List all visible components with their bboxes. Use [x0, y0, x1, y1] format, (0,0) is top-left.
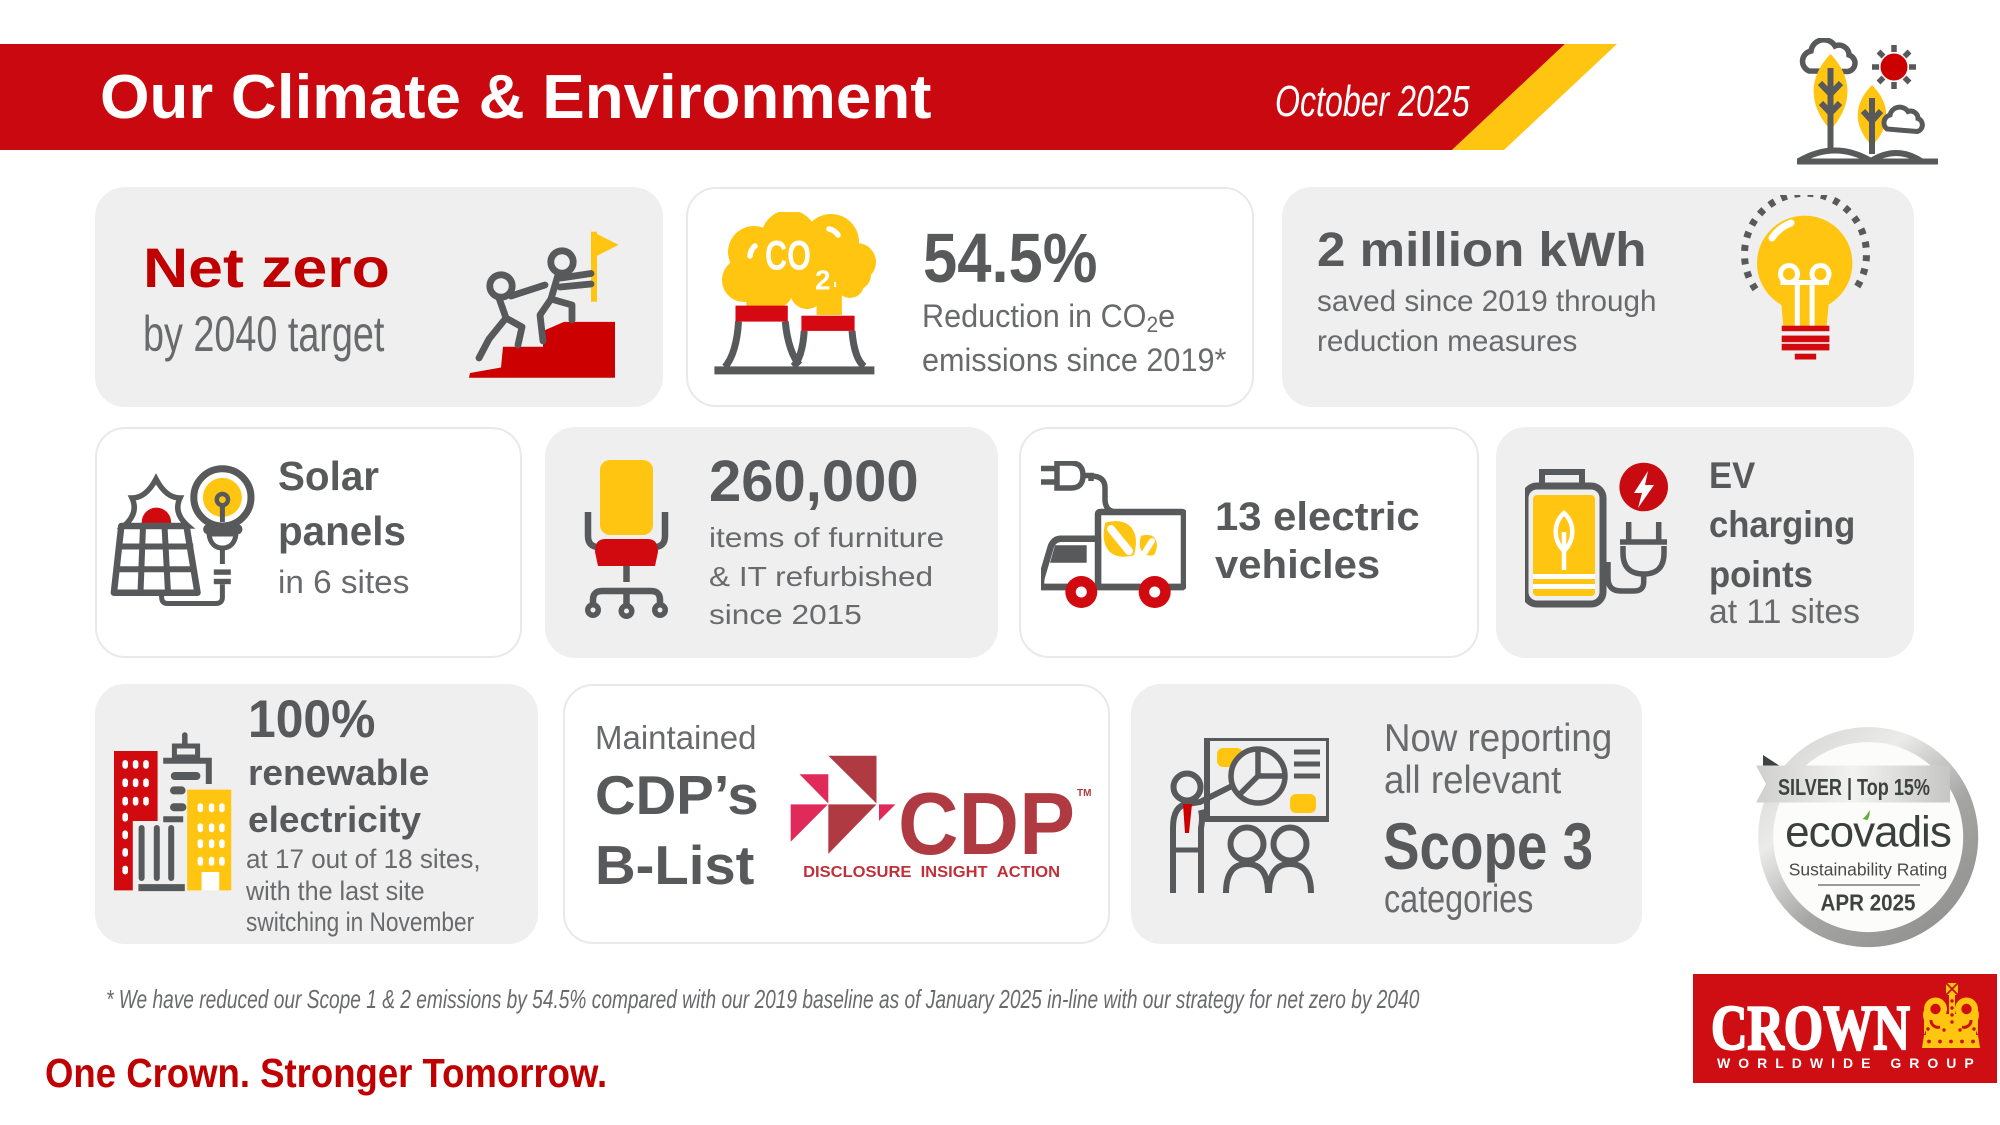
svg-text:Sustainability Rating: Sustainability Rating	[1789, 860, 1948, 880]
svg-text:2: 2	[815, 265, 831, 296]
svg-text:DISCLOSURE INSIGHT ACTION: DISCLOSURE INSIGHT ACTION	[803, 864, 1060, 881]
svg-text:SILVER | Top 15%: SILVER | Top 15%	[1778, 774, 1930, 800]
svg-text:TM: TM	[1077, 788, 1091, 799]
svg-text:APR 2025: APR 2025	[1821, 890, 1916, 916]
svg-text:CO: CO	[765, 232, 811, 279]
svg-text:CDP: CDP	[898, 774, 1075, 873]
